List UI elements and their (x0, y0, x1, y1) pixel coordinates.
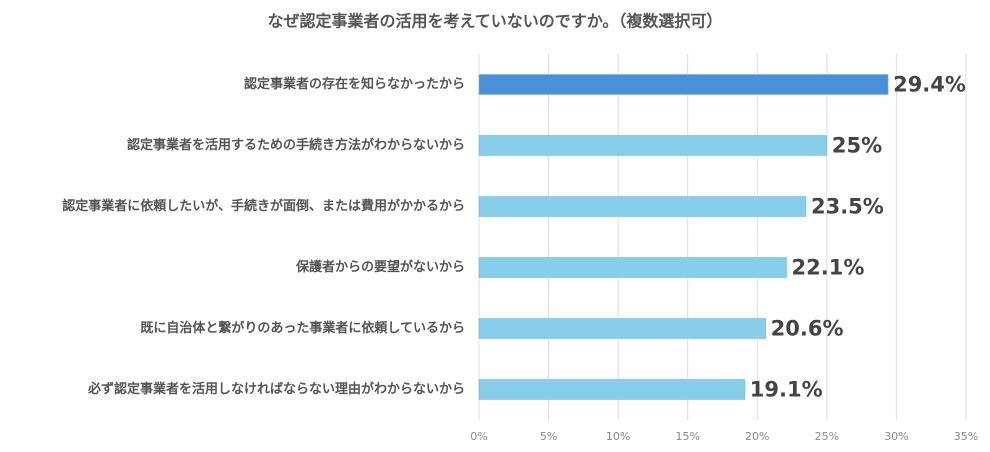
chart-title: なぜ認定事業者の活用を考えていないのですか。（複数選択可） (268, 12, 723, 31)
data-label: 19.1% (750, 378, 823, 402)
x-tick-label: 10% (606, 430, 630, 443)
y-tick-label: 認定事業者の存在を知らなかったから (244, 76, 465, 92)
x-tick-label: 25% (815, 430, 839, 443)
x-tick-label: 35% (954, 430, 978, 443)
bar (478, 379, 746, 400)
data-label: 23.5% (811, 195, 884, 219)
data-label: 22.1% (792, 256, 865, 280)
data-label: 29.4% (893, 73, 966, 97)
bar (478, 74, 889, 95)
data-label: 25% (832, 134, 882, 158)
bar (478, 257, 787, 278)
x-tick-label: 30% (884, 430, 908, 443)
data-label: 20.6% (771, 317, 844, 341)
y-tick-label: 認定事業者を活用するための手続き方法がわからないから (127, 137, 465, 153)
x-tick-label: 5% (540, 430, 557, 443)
y-tick-label: 必ず認定事業者を活用しなければならない理由がわからないから (87, 381, 465, 397)
bar (478, 318, 766, 339)
bar (478, 135, 828, 156)
y-tick-label: 認定事業者に依頼したいが、手続きが面倒、または費用がかかるから (62, 198, 465, 214)
x-tick-label: 20% (745, 430, 769, 443)
y-tick-label: 既に自治体と繋がりのあった事業者に依頼しているから (140, 320, 465, 336)
y-tick-label: 保護者からの要望がないから (295, 259, 465, 275)
x-tick-label: 15% (675, 430, 699, 443)
x-tick-label: 0% (470, 430, 487, 443)
bar (478, 196, 807, 217)
